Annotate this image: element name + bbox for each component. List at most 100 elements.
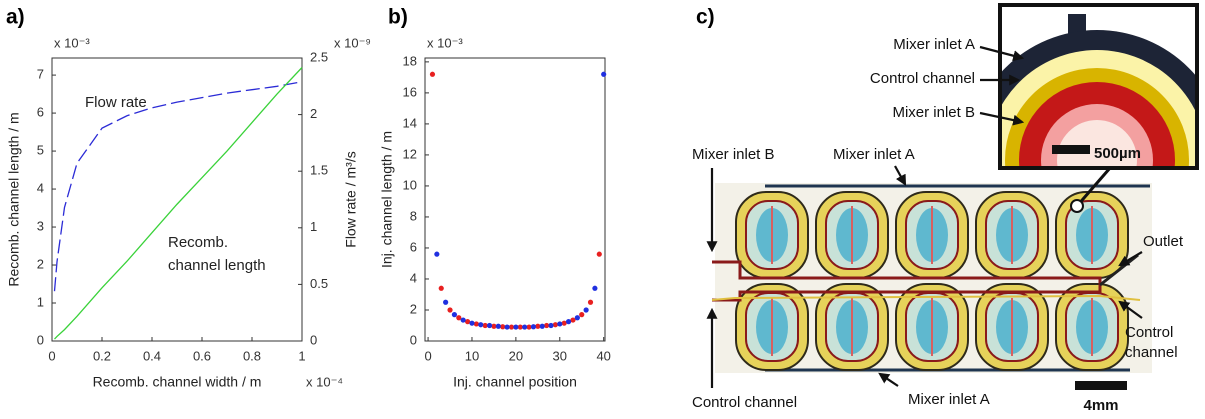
point bbox=[526, 324, 532, 330]
series-line bbox=[54, 67, 303, 340]
photo-label: Mixer inlet B bbox=[692, 146, 775, 163]
point bbox=[504, 324, 510, 330]
photo-label: Mixer inlet A bbox=[908, 391, 990, 408]
point bbox=[451, 312, 458, 318]
y-axis-label: Recomb. channel length / m bbox=[6, 112, 22, 286]
photo-label: Outlet bbox=[1143, 233, 1184, 250]
point bbox=[539, 323, 545, 329]
arrow bbox=[1118, 251, 1143, 267]
y-tick-label: 14 bbox=[403, 115, 417, 130]
x-tick-label: 20 bbox=[509, 348, 523, 363]
x-tick-label: 1 bbox=[298, 348, 305, 363]
y-tick-label: 1 bbox=[37, 294, 44, 309]
series-label: Flow rate bbox=[85, 94, 147, 111]
x-tick-label: 0.6 bbox=[193, 348, 211, 363]
photo-label: Mixer inlet A bbox=[893, 36, 975, 53]
x-exponent: x 10⁻⁴ bbox=[306, 374, 343, 389]
point bbox=[530, 324, 537, 330]
series-label: Recomb. bbox=[168, 234, 228, 251]
panel-label: c) bbox=[696, 6, 715, 29]
point bbox=[587, 299, 594, 305]
y2-tick-label: 2 bbox=[310, 106, 317, 121]
point bbox=[486, 322, 493, 329]
panel-label: a) bbox=[6, 6, 25, 29]
point bbox=[473, 321, 479, 327]
y-tick-label: 7 bbox=[37, 67, 44, 82]
point bbox=[456, 315, 462, 321]
point bbox=[482, 322, 488, 329]
x-tick-label: 30 bbox=[553, 348, 567, 363]
y-tick-label: 18 bbox=[403, 53, 417, 68]
point bbox=[438, 285, 444, 291]
point bbox=[535, 323, 541, 329]
y-tick-label: 10 bbox=[403, 177, 417, 192]
y-tick-label: 8 bbox=[410, 208, 417, 223]
point bbox=[552, 322, 558, 328]
point bbox=[464, 319, 471, 325]
point bbox=[561, 320, 567, 326]
point bbox=[548, 322, 554, 329]
point bbox=[583, 307, 589, 313]
point bbox=[434, 251, 440, 257]
point bbox=[443, 299, 449, 305]
arrow bbox=[979, 111, 1025, 126]
y-tick-label: 12 bbox=[403, 146, 417, 161]
point bbox=[495, 323, 501, 329]
scale-label: 4mm bbox=[1083, 397, 1118, 414]
y-tick-label: 2 bbox=[410, 301, 417, 316]
y2-exponent: x 10⁻⁹ bbox=[334, 35, 371, 50]
photo-label: channel bbox=[1125, 344, 1178, 361]
x-axis-label: Inj. channel position bbox=[453, 374, 577, 390]
point bbox=[557, 321, 563, 327]
point bbox=[429, 71, 436, 77]
arrow bbox=[979, 45, 1025, 62]
point bbox=[522, 324, 528, 330]
y-tick-label: 5 bbox=[37, 143, 44, 158]
point bbox=[513, 324, 519, 330]
y-exponent: x 10⁻³ bbox=[54, 35, 90, 50]
photo-label: Mixer inlet B bbox=[892, 104, 975, 121]
arrow bbox=[878, 372, 899, 387]
point bbox=[447, 307, 453, 313]
x-tick-label: 0.8 bbox=[243, 348, 261, 363]
series-line bbox=[53, 81, 303, 292]
y-tick-label: 2 bbox=[37, 256, 44, 271]
point bbox=[478, 322, 484, 328]
point bbox=[596, 251, 602, 257]
point bbox=[508, 324, 515, 330]
plot-box bbox=[424, 57, 606, 342]
y-tick-label: 3 bbox=[37, 218, 44, 233]
scale-label: 500µm bbox=[1094, 145, 1141, 162]
y2-tick-label: 1.5 bbox=[310, 163, 328, 178]
y2-tick-label: 2.5 bbox=[310, 49, 328, 64]
point bbox=[491, 323, 497, 329]
arrow bbox=[1118, 300, 1143, 319]
point bbox=[574, 315, 580, 321]
plot-box bbox=[51, 57, 303, 342]
y2-tick-label: 0.5 bbox=[310, 276, 328, 291]
y-exponent: x 10⁻³ bbox=[427, 35, 463, 50]
scale-bar bbox=[1075, 381, 1127, 390]
x-axis-label: Recomb. channel width / m bbox=[93, 374, 262, 390]
series-label: channel length bbox=[168, 257, 266, 274]
x-tick-label: 0.4 bbox=[143, 348, 161, 363]
y-tick-label: 16 bbox=[403, 84, 417, 99]
point bbox=[469, 320, 475, 326]
photo-label: Control channel bbox=[870, 70, 975, 87]
x-tick-label: 0.2 bbox=[93, 348, 111, 363]
photo-label: Mixer inlet A bbox=[833, 146, 915, 163]
y-tick-label: 6 bbox=[410, 239, 417, 254]
point bbox=[460, 317, 466, 323]
x-tick-label: 40 bbox=[596, 348, 610, 363]
arrow bbox=[894, 165, 907, 186]
y-tick-label: 0 bbox=[37, 332, 44, 347]
photo-label: Control channel bbox=[692, 394, 797, 411]
y2-axis-label: Flow rate / m³/s bbox=[343, 151, 359, 247]
point bbox=[565, 319, 572, 325]
y2-tick-label: 0 bbox=[310, 332, 317, 347]
chip-photo bbox=[711, 167, 1152, 373]
photo-label: Control bbox=[1125, 324, 1173, 341]
point bbox=[517, 324, 523, 330]
y-tick-label: 4 bbox=[37, 180, 44, 195]
